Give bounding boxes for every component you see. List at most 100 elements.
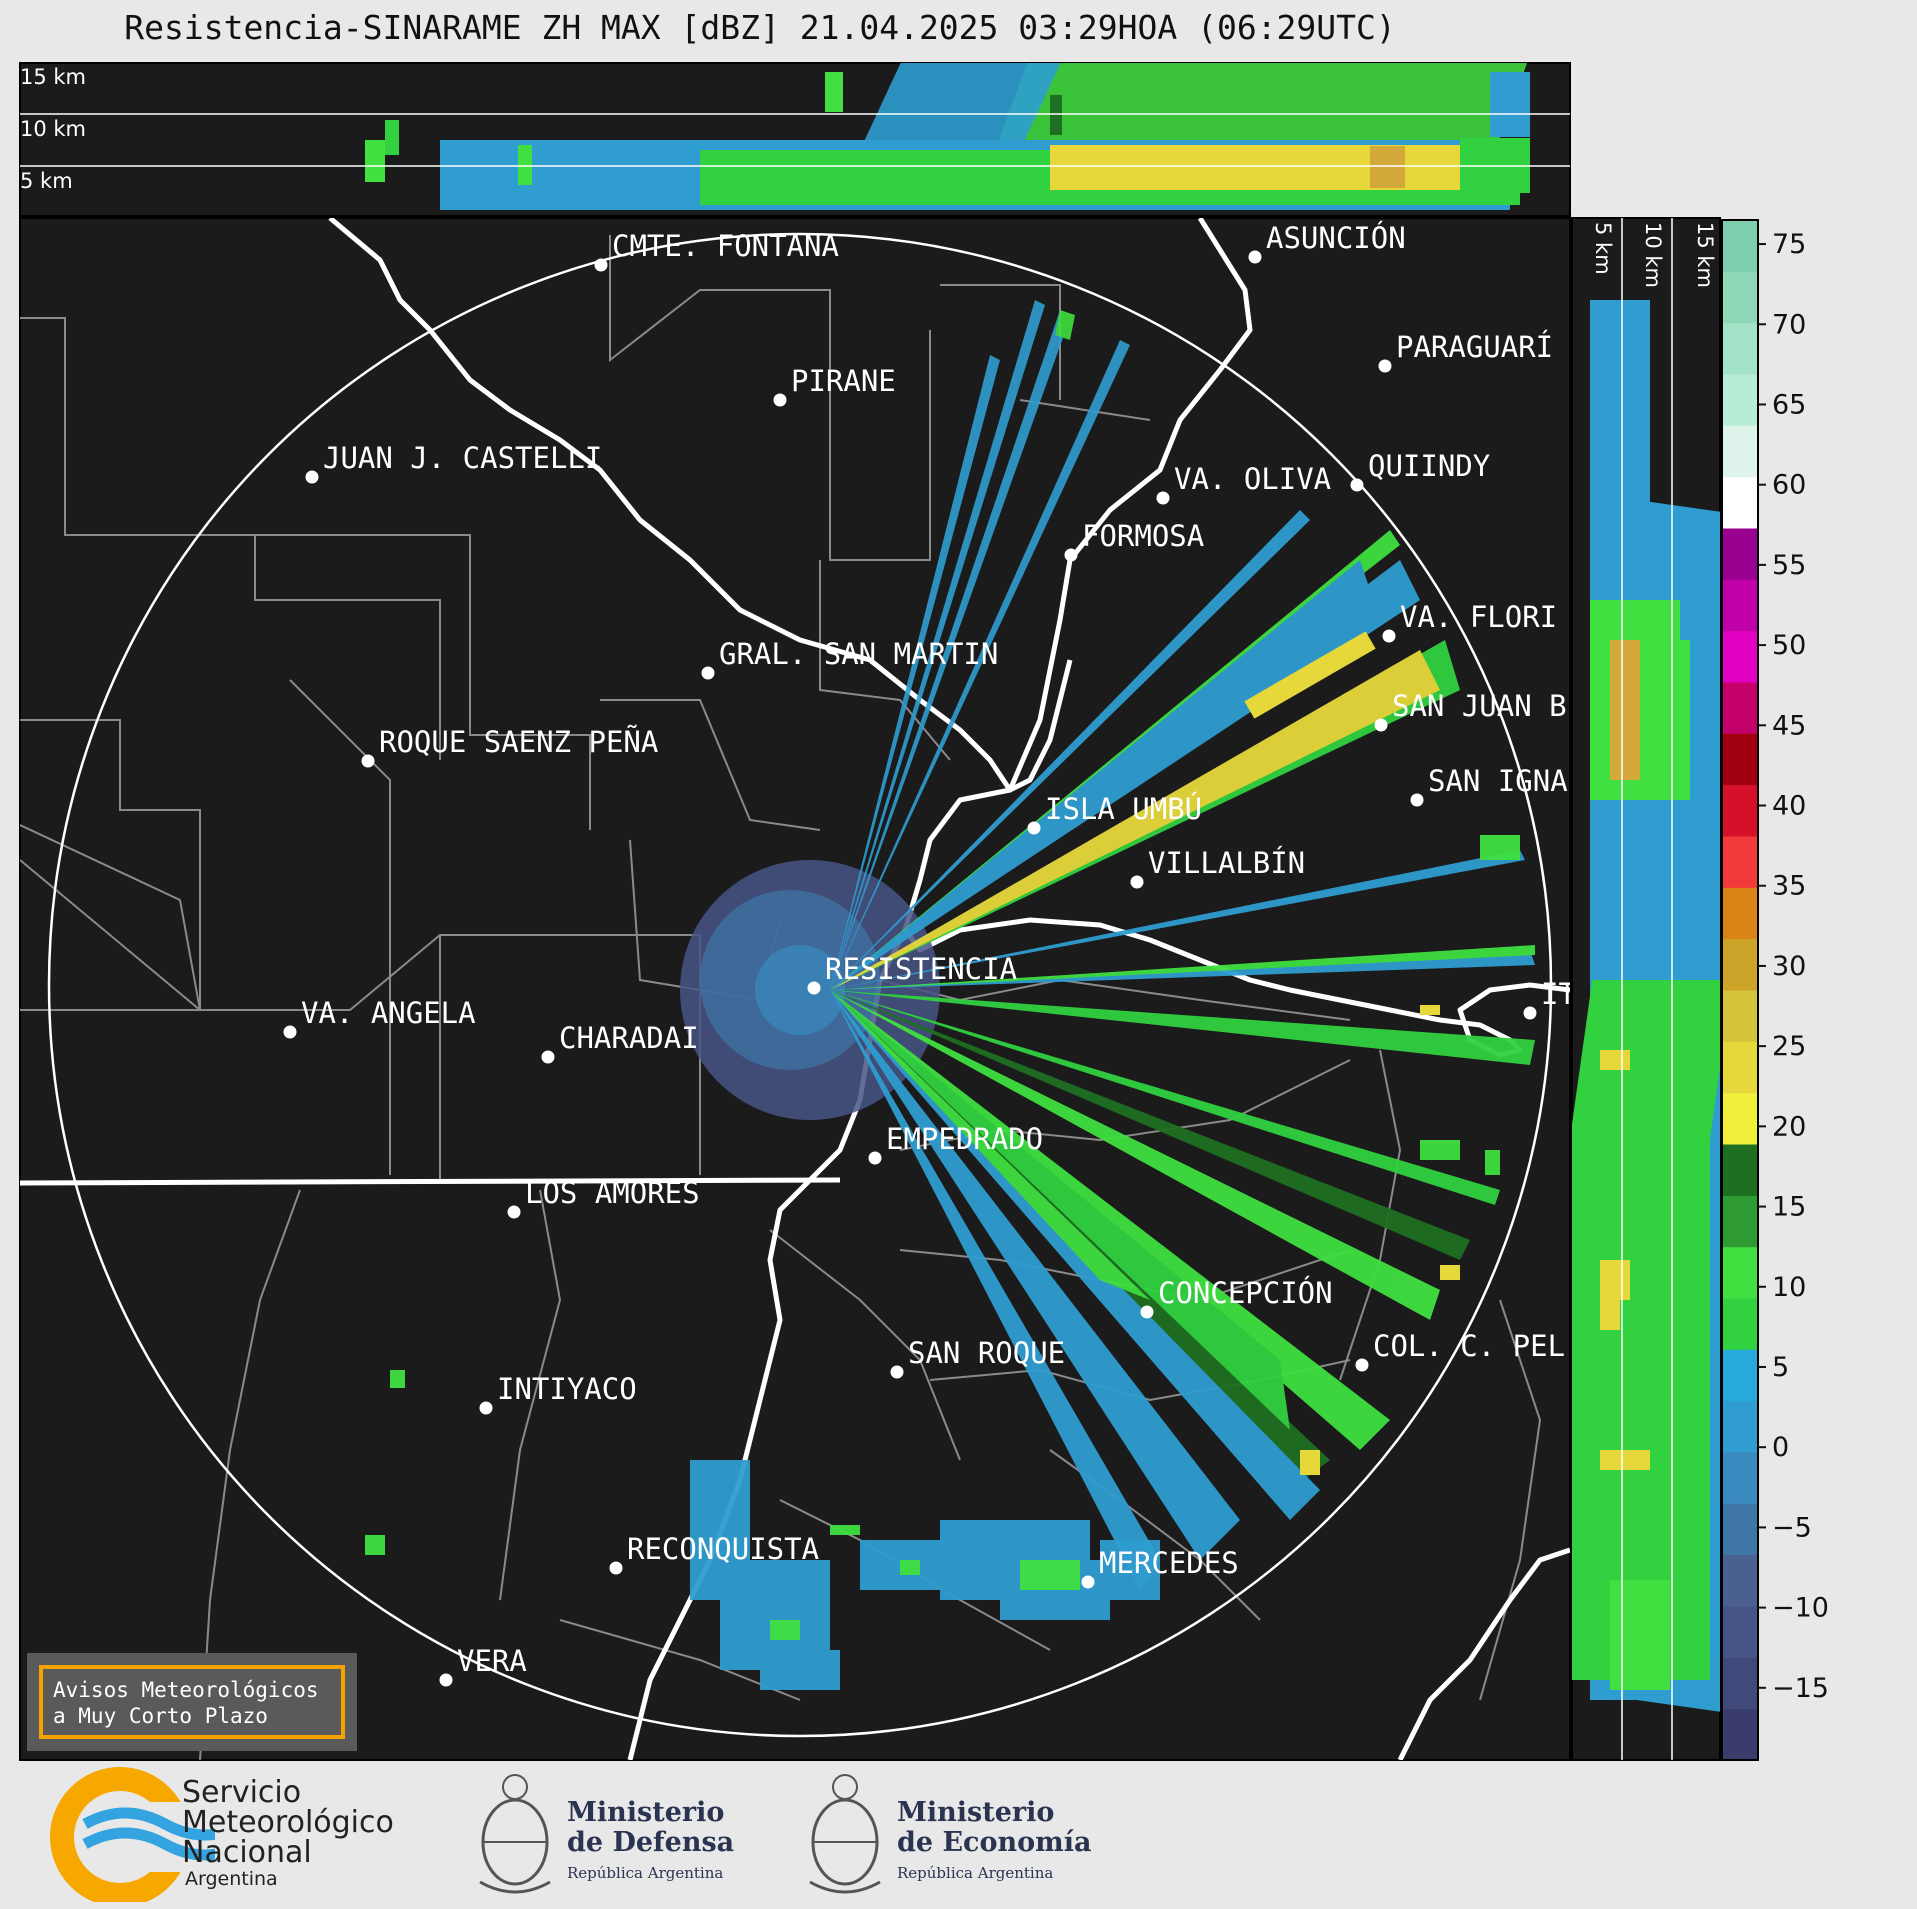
colorbar-swatch (1722, 1246, 1758, 1299)
colorbar-swatch (1722, 220, 1758, 272)
city-marker-icon (1130, 875, 1144, 889)
city-marker-icon (479, 1401, 493, 1415)
top-alt-label-15km: 15 km (20, 65, 86, 89)
city-marker-icon (361, 754, 375, 768)
city-label: RECONQUISTA (627, 1532, 819, 1566)
colorbar-swatch (1722, 1144, 1758, 1196)
top-alt-label-5km: 5 km (20, 169, 73, 193)
city-marker-icon (1410, 793, 1424, 807)
colorbar-swatch (1722, 1400, 1758, 1453)
city-label: INTIYACO (497, 1372, 637, 1406)
echo-rays-n (830, 300, 1130, 990)
colorbar-swatch (1722, 682, 1758, 734)
city-label: QUIINDY (1368, 449, 1490, 483)
city-label: VA. FLORI (1400, 600, 1557, 634)
page-title: Resistencia-SINARAME ZH MAX [dBZ] 21.04.… (124, 8, 1396, 47)
side-profile-panel: 5 km 10 km 15 km (1571, 217, 1721, 1761)
colorbar-swatch (1722, 1554, 1758, 1607)
colorbar-tick-label: 35 (1772, 871, 1806, 902)
colorbar-swatch (1722, 1657, 1758, 1710)
coat-of-arms-icon (479, 1774, 551, 1894)
colorbar-tick-label: 55 (1772, 550, 1806, 581)
city-marker-icon (1027, 821, 1041, 835)
smn-logo-icon (50, 1767, 215, 1902)
colorbar-swatch (1722, 1298, 1758, 1350)
city-label: CONCEPCIÓN (1158, 1276, 1333, 1310)
range-ring (47, 232, 1553, 1738)
notice-line-2: a Muy Corto Plazo (53, 1704, 268, 1728)
major-boundaries (20, 218, 1570, 1760)
top-profile-panel: 15 km 10 km 5 km (19, 62, 1571, 217)
colorbar-swatch (1722, 733, 1758, 786)
colorbar-swatch (1722, 322, 1758, 375)
echo-cells-yellow (1244, 631, 1460, 1475)
city-label: LOS AMORES (525, 1176, 700, 1210)
side-alt-label-15km: 15 km (1693, 222, 1717, 288)
colorbar-swatch (1722, 528, 1758, 580)
smn-logo-name: Servicio Meteorológico Nacional (182, 1775, 394, 1870)
city-label: VILLALBÍN (1148, 846, 1305, 880)
city-marker-icon (807, 981, 821, 995)
colorbar-tick-label: 15 (1772, 1192, 1806, 1223)
colorbar-swatch (1722, 938, 1758, 991)
colorbar-swatch (1722, 271, 1758, 324)
notice-box-border: Avisos Meteorológicos a Muy Corto Plazo (39, 1665, 345, 1739)
city-label: GRAL. SAN MARTIN (719, 637, 998, 671)
city-marker-icon (1378, 359, 1392, 373)
city-marker-icon (1156, 491, 1170, 505)
colorbar-tick-label: 10 (1772, 1272, 1806, 1303)
city-marker-icon (541, 1050, 555, 1064)
colorbar-tick-label: 20 (1772, 1111, 1806, 1142)
colorbar-tick-label: 50 (1772, 630, 1806, 661)
colorbar-swatch (1722, 887, 1758, 940)
colorbar-swatch (1722, 1606, 1758, 1658)
notice-line-1: Avisos Meteorológicos (53, 1678, 319, 1702)
city-label: PARAGUARÍ (1396, 330, 1553, 364)
footer-logos: Servicio Meteorológico Nacional Argentin… (0, 1760, 1917, 1909)
colorbar-tick-label: 5 (1772, 1352, 1789, 1383)
radar-echoes (365, 300, 1535, 1690)
colorbar-tick-label: 0 (1772, 1432, 1789, 1463)
colorbar-swatch (1722, 476, 1758, 529)
city-marker-icon (701, 666, 715, 680)
colorbar-tick-label: −10 (1772, 1593, 1829, 1624)
city-label: JUAN J. CASTELLI (323, 441, 602, 475)
city-marker-icon (1374, 718, 1388, 732)
colorbar-swatch (1722, 579, 1758, 632)
colorbar-tick-label: 45 (1772, 710, 1806, 741)
city-marker-icon (1382, 629, 1396, 643)
city-label: CMTE. FONTANA (612, 229, 839, 263)
city-label: MERCEDES (1099, 1546, 1239, 1580)
colorbar-swatch (1722, 990, 1758, 1042)
city-marker-icon (1350, 478, 1364, 492)
city-label: ROQUE SAENZ PEÑA (379, 725, 658, 759)
city-label: SAN IGNA (1428, 764, 1568, 798)
city-label: COL. C. PEL (1373, 1329, 1565, 1363)
city-markers: CMTE. FONTANA ASUNCIÓN PARAGUARÍ PIRANE JUAN… (283, 221, 1570, 1687)
city-marker-icon (1248, 250, 1262, 264)
colorbar-swatches (1722, 220, 1758, 1761)
colorbar-tick-label: 75 (1772, 229, 1806, 260)
economia-logo-name: Ministerio de Economía (897, 1797, 1092, 1858)
city-label: EMPEDRADO (886, 1122, 1043, 1156)
colorbar-tick-label: 70 (1772, 309, 1806, 340)
city-marker-icon (1081, 1575, 1095, 1589)
echo-rays-se (830, 990, 1535, 1590)
colorbar-swatch (1722, 836, 1758, 888)
colorbar-swatch (1722, 784, 1758, 837)
echo-rays-ne (830, 510, 1535, 990)
minor-boundaries (20, 235, 1542, 1760)
city-marker-icon (609, 1561, 623, 1575)
colorbar-swatch (1722, 630, 1758, 683)
city-label: SAN ROQUE (908, 1336, 1065, 1370)
side-alt-label-5km: 5 km (1591, 222, 1615, 275)
city-marker-icon (1523, 1006, 1537, 1020)
city-label: ISLA UMBÚ (1045, 792, 1202, 826)
side-alt-label-10km: 10 km (1641, 222, 1665, 288)
city-marker-icon (439, 1673, 453, 1687)
colorbar-tick-label: 60 (1772, 470, 1806, 501)
echo-cells-green (365, 835, 1520, 1640)
smn-logo-country: Argentina (185, 1868, 278, 1890)
